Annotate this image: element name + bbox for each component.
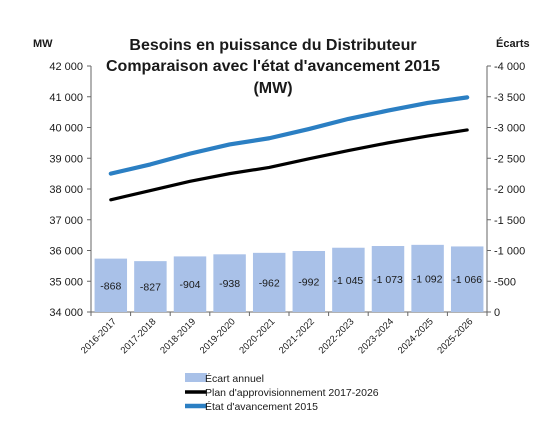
- legend-label: Plan d'approvisionnement 2017-2026: [205, 387, 379, 399]
- chart-title-line-1: Besoins en puissance du Distributeur: [129, 37, 416, 54]
- right-tick-label: -1 500: [494, 215, 525, 227]
- bar-label: -1 073: [373, 274, 403, 286]
- bar-ecart: [332, 247, 365, 312]
- x-tick-label: 2022-2023: [317, 316, 357, 356]
- bar-ecart: [371, 246, 405, 312]
- bar-ecart: [450, 246, 484, 312]
- series-line-plan: [109, 128, 469, 202]
- x-tick-label: 2024-2025: [396, 316, 436, 356]
- bar-ecart: [134, 261, 167, 312]
- x-tick-label: 2023-2024: [356, 316, 396, 356]
- bar-ecart: [173, 256, 207, 312]
- right-tick-label: -2 000: [494, 184, 525, 196]
- left-tick-label: 41 000: [49, 92, 83, 104]
- bar-label: -868: [100, 280, 121, 292]
- x-tick-label: 2018-2019: [158, 316, 198, 356]
- right-tick-label: -1 000: [494, 246, 525, 258]
- left-axis-unit: MW: [33, 38, 53, 50]
- x-tick-label: 2021-2022: [277, 316, 317, 356]
- left-tick-label: 35 000: [49, 276, 83, 288]
- series-line-etat: [108, 95, 470, 176]
- bar-label: -904: [179, 279, 200, 291]
- right-tick-label: -500: [494, 276, 516, 288]
- left-tick-label: 37 000: [49, 215, 83, 227]
- right-tick-label: -2 500: [494, 153, 525, 165]
- left-tick-label: 39 000: [49, 153, 83, 165]
- bar-label: -827: [140, 282, 161, 294]
- bar-ecart: [252, 252, 286, 312]
- x-tick-label: 2016-2017: [79, 316, 119, 356]
- bar-ecart: [94, 258, 128, 312]
- bar-label: -992: [298, 276, 319, 288]
- bar-label: -938: [219, 278, 240, 290]
- legend-swatch-bar: [185, 373, 207, 382]
- bar-label: -1 045: [334, 275, 364, 287]
- right-tick-label: -3 500: [494, 92, 525, 104]
- bar-ecart: [411, 244, 444, 312]
- bar-label: -1 092: [413, 273, 443, 285]
- chart-title-line-3: (MW): [253, 80, 292, 97]
- x-tick-label: 2017-2018: [119, 316, 159, 356]
- legend-label: Écart annuel: [205, 372, 264, 385]
- legend: Écart annuel Plan d'approvisionnement 201…: [185, 372, 379, 413]
- x-tick-label: 2020-2021: [237, 316, 277, 356]
- x-tick-label: 2025-2026: [435, 316, 475, 356]
- right-tick-label: -4 000: [494, 61, 525, 73]
- right-tick-label: 0: [494, 307, 500, 319]
- left-tick-label: 42 000: [49, 61, 83, 73]
- chart-title-line-2: Comparaison avec l'état d'avancement 201…: [106, 58, 440, 75]
- bar-label: -962: [259, 277, 280, 289]
- right-axis-unit: Écarts: [496, 37, 530, 50]
- bar-ecart: [213, 254, 246, 312]
- x-tick-label: 2019-2020: [198, 316, 238, 356]
- right-tick-label: -3 000: [494, 123, 525, 135]
- left-tick-label: 38 000: [49, 184, 83, 196]
- left-tick-label: 40 000: [49, 123, 83, 135]
- left-tick-label: 36 000: [49, 246, 83, 258]
- bar-label: -1 066: [452, 274, 482, 286]
- left-tick-label: 34 000: [49, 307, 83, 319]
- plot-area: 34 000 35 000 36 000 37 000 38 000 39 000 40 0…: [49, 61, 525, 356]
- bar-ecart: [292, 250, 326, 312]
- legend-label: État d'avancement 2015: [205, 400, 318, 413]
